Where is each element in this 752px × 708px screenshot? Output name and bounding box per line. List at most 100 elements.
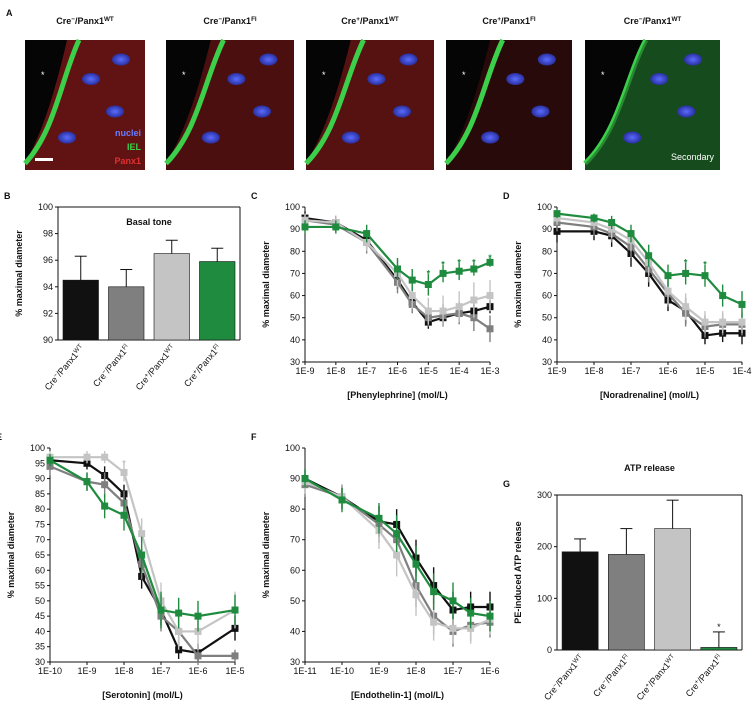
image-title: Cre+/Panx1WT <box>341 16 399 27</box>
marker <box>412 560 420 568</box>
nucleus <box>106 105 124 118</box>
marker <box>449 597 457 605</box>
y-tick-label: 100 <box>537 202 552 212</box>
marker <box>430 618 438 626</box>
x-tick-label: Cre+/Panx1WT <box>133 342 177 392</box>
y-tick-label: 40 <box>290 626 300 636</box>
marker <box>332 223 340 231</box>
y-tick-label: 30 <box>290 657 300 667</box>
marker <box>701 272 709 280</box>
x-tick-label: 1E-6 <box>388 366 407 376</box>
significance-mark: * <box>488 253 492 263</box>
media-layer <box>306 40 434 170</box>
y-tick-label: 50 <box>35 596 45 606</box>
marker <box>645 252 653 260</box>
marker <box>608 219 616 226</box>
y-tick-label: 30 <box>542 357 552 367</box>
x-axis-label: [Endothelin-1] (mol/L) <box>351 690 444 700</box>
significance-mark: * <box>684 257 688 267</box>
series-line <box>304 477 491 618</box>
x-tick-label: 1E-5 <box>419 366 438 376</box>
scale-bar <box>35 158 53 161</box>
marker <box>449 624 457 632</box>
y-tick-label: 98 <box>43 229 53 239</box>
marker <box>470 296 478 304</box>
marker <box>101 481 109 489</box>
significance-mark: * <box>472 257 476 267</box>
y-axis-label: PE-induced ATP release <box>513 521 523 623</box>
text-part: /Panx1 <box>75 16 104 26</box>
y-axis-label: % maximal diameter <box>261 511 271 598</box>
marker <box>231 606 239 614</box>
marker <box>301 475 309 483</box>
x-tick-label: 1E-7 <box>151 666 170 676</box>
y-tick-label: 70 <box>35 535 45 545</box>
y-tick-label: 50 <box>290 313 300 323</box>
x-tick-label: 1E-9 <box>77 666 96 676</box>
y-tick-label: 80 <box>542 246 552 256</box>
x-tick-label: 1E-4 <box>732 366 751 376</box>
lumen-star: * <box>41 70 45 80</box>
y-tick-label: 100 <box>537 593 552 603</box>
significance-mark: * <box>457 257 461 267</box>
image-row <box>23 38 720 170</box>
marker <box>682 269 690 277</box>
marker <box>439 269 447 277</box>
marker <box>455 267 463 275</box>
x-tick-label: Cre+/Panx1Fl <box>182 343 223 389</box>
text-part: WT <box>163 342 175 354</box>
y-tick-label: 75 <box>35 519 45 529</box>
x-tick-label: 1E-8 <box>326 366 345 376</box>
y-tick-label: 45 <box>35 611 45 621</box>
x-tick-label: 1E-9 <box>369 666 388 676</box>
marker <box>120 511 128 519</box>
nucleus <box>650 73 669 85</box>
y-tick-label: 92 <box>43 308 53 318</box>
image-title: Cre−/Panx1WT <box>56 16 114 27</box>
significance-mark: * <box>441 260 445 270</box>
text-part: Cre <box>624 16 639 26</box>
lumen-star: * <box>462 70 466 80</box>
marker <box>486 258 494 266</box>
marker <box>424 307 432 315</box>
y-tick-label: 94 <box>43 282 53 292</box>
text-part: WT <box>671 16 681 23</box>
text-part: + <box>693 678 701 686</box>
nucleus <box>677 105 696 118</box>
bar <box>654 528 691 651</box>
marker <box>301 223 309 231</box>
text-part: + <box>191 368 199 376</box>
text-part: Fl <box>120 343 129 352</box>
text-part: /Panx1 <box>360 16 389 26</box>
marker <box>363 230 371 238</box>
series-line <box>556 212 743 306</box>
marker <box>430 588 438 596</box>
iel <box>444 38 505 166</box>
series-line <box>304 219 491 313</box>
text-part: − <box>218 16 222 23</box>
marker <box>101 502 109 510</box>
y-tick-label: 0 <box>547 645 552 655</box>
x-tick-label: 1E-8 <box>406 666 425 676</box>
stain-label: nuclei <box>115 128 141 138</box>
y-tick-label: 40 <box>290 335 300 345</box>
panel-label: F <box>251 432 257 442</box>
marker <box>467 609 475 617</box>
x-tick-label: 1E-6 <box>658 366 677 376</box>
media-layer <box>25 40 145 170</box>
x-axis-label: [Noradrenaline] (mol/L) <box>600 390 699 400</box>
text-part: /Panx1 <box>222 16 251 26</box>
marker <box>338 496 346 504</box>
text-part: WT <box>664 652 676 664</box>
marker <box>194 612 202 620</box>
significance-mark: * <box>703 260 707 270</box>
y-tick-label: 35 <box>35 642 45 652</box>
y-tick-label: 50 <box>290 596 300 606</box>
y-tick-label: 40 <box>35 626 45 636</box>
media-layer <box>446 40 572 170</box>
marker <box>46 456 54 464</box>
text-part: Cre <box>482 16 497 26</box>
x-tick-label: Cre−/Panx1Fl <box>591 653 632 699</box>
marker <box>738 300 746 308</box>
iel <box>164 38 226 166</box>
